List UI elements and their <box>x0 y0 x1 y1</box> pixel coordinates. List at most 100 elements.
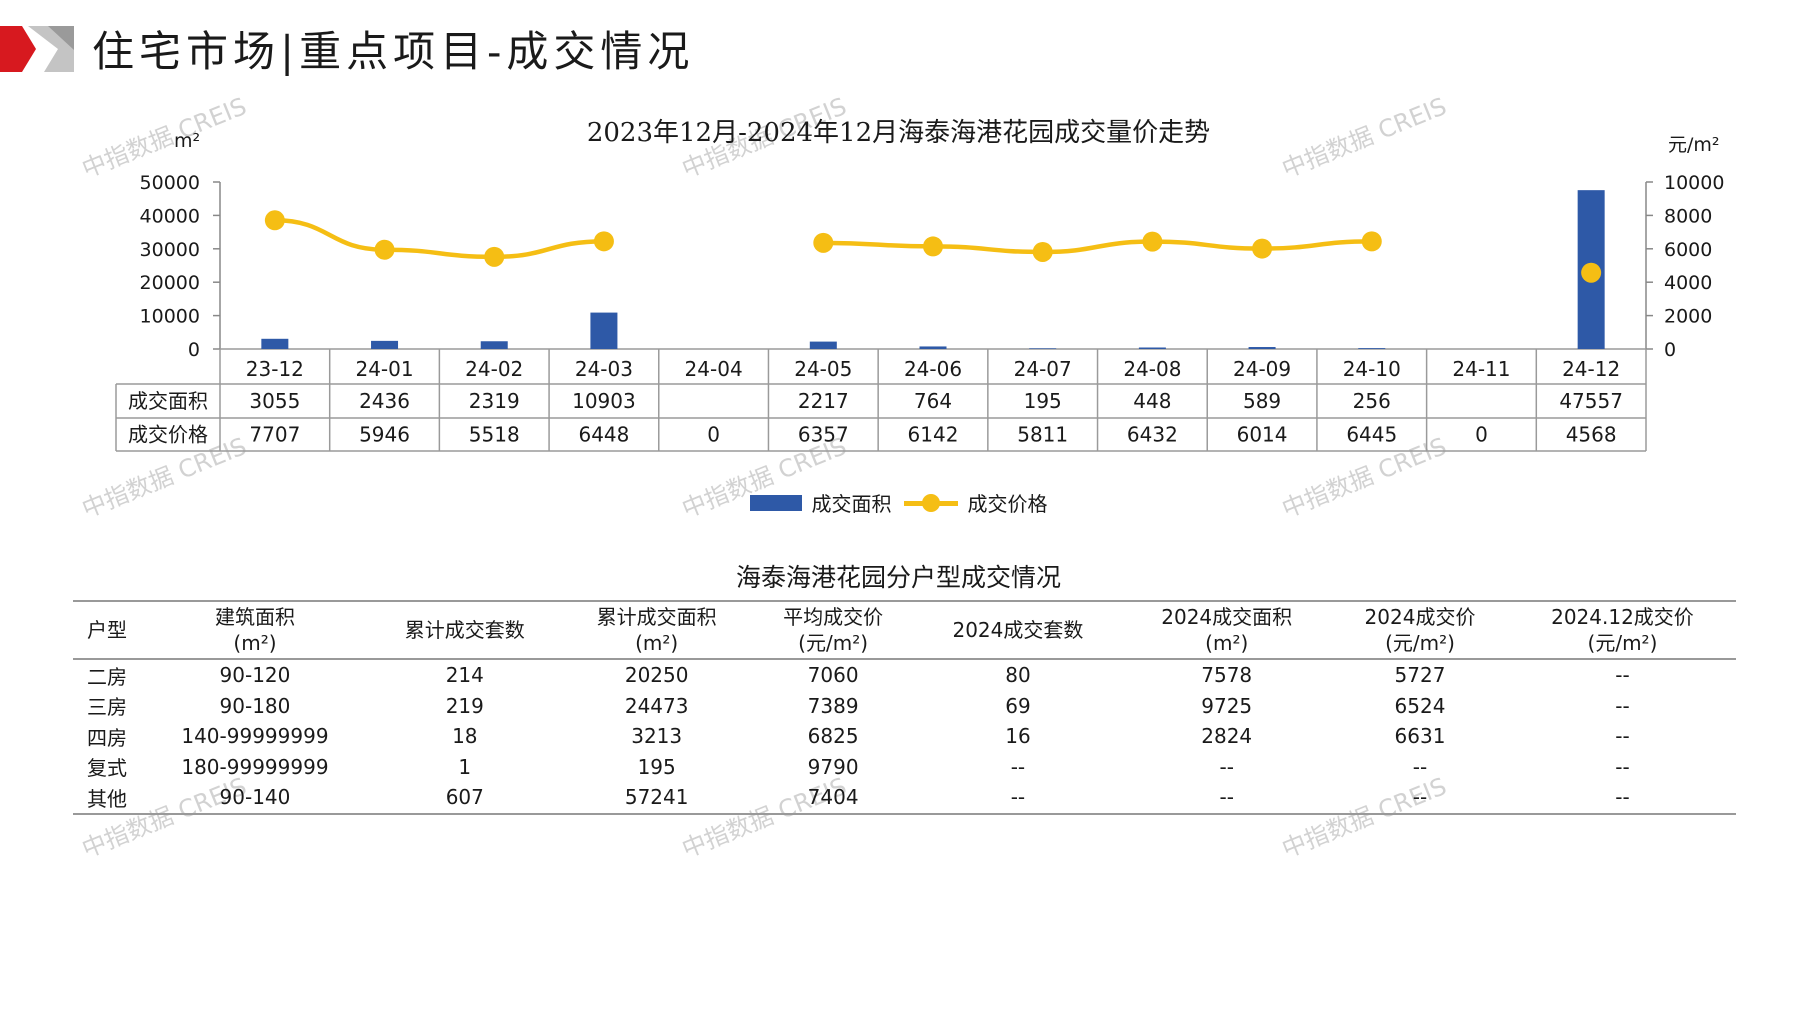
x-tick-label: 24-01 <box>355 357 413 381</box>
table-header-cell: 2024成交价 (元/m²) <box>1331 601 1509 659</box>
table-cell: 195 <box>637 754 676 779</box>
y-tick-label-right: 8000 <box>1664 205 1712 227</box>
table-cell: -- <box>1412 785 1428 810</box>
price-point <box>374 239 395 260</box>
data-label-price: 0 <box>1475 423 1488 447</box>
header-unit: (m²) <box>1205 631 1249 655</box>
table-cell: 1 <box>458 754 472 779</box>
y-tick-label-left: 50000 <box>140 172 200 194</box>
price-point <box>484 246 505 267</box>
header-label: 累计成交面积 <box>596 605 717 629</box>
table-row: 二房 90-120 214 20250 7060 80 7578 5727 -- <box>73 659 1736 691</box>
data-label-area: 2319 <box>469 389 520 413</box>
x-tick-label: 24-08 <box>1123 357 1181 381</box>
table-cell: -- <box>1615 754 1630 779</box>
x-tick-label: 24-06 <box>904 357 962 381</box>
table-header-cell: 累计成交套数 <box>369 601 561 659</box>
bar-area <box>809 341 837 349</box>
y-tick-label-left: 0 <box>188 339 200 361</box>
price-point <box>813 232 834 253</box>
table-cell: 57241 <box>624 785 689 810</box>
unit-type-table: 户型 建筑面积 (m²) 累计成交套数 累计成交面积 (m²) 平均成交价 (元/m²) 202… <box>73 600 1736 815</box>
table-header-cell: 2024.12成交价 (元/m²) <box>1509 601 1736 659</box>
table-cell: 90-140 <box>219 785 291 810</box>
table-cell: 7578 <box>1201 663 1253 688</box>
chart-legend: 成交面积 成交价格 <box>0 488 1797 517</box>
table-row: 其他 90-140 607 57241 7404 -- -- -- -- <box>73 782 1736 814</box>
data-label-price: 5518 <box>469 423 520 447</box>
legend-label-price: 成交价格 <box>967 492 1048 516</box>
table-cell: 90-180 <box>219 693 291 718</box>
data-label-price: 5946 <box>359 423 410 447</box>
table-header-cell: 户型 <box>73 601 141 659</box>
bar-area <box>261 338 289 349</box>
bar-area <box>1248 347 1276 349</box>
table-cell: -- <box>1219 754 1234 779</box>
table-cell: 16 <box>1005 724 1031 749</box>
table-cell: 四房 <box>87 725 128 750</box>
table-cell: 6825 <box>807 724 859 749</box>
x-tick-label: 24-10 <box>1343 357 1401 381</box>
table-row-header-area: 成交面积 <box>128 389 208 413</box>
table-cell: 607 <box>445 785 484 810</box>
table-row-header-price: 成交价格 <box>128 423 208 447</box>
header-label: 2024成交面积 <box>1161 605 1293 629</box>
left-axis-unit: m² <box>174 130 201 152</box>
table-cell: -- <box>1010 754 1026 779</box>
y-tick-label-left: 40000 <box>140 205 200 227</box>
header-label: 平均成交价 <box>783 605 884 629</box>
data-label-price: 6142 <box>908 423 959 447</box>
y-tick-label-right: 2000 <box>1664 306 1712 328</box>
data-label-price: 7707 <box>249 423 300 447</box>
header-unit: (元/m²) <box>798 631 869 655</box>
data-label-area: 256 <box>1353 389 1391 413</box>
data-label-price: 6432 <box>1127 423 1178 447</box>
table-title: 海泰海港花园分户型成交情况 <box>735 563 1061 592</box>
table-cell: -- <box>1615 663 1630 688</box>
table-cell: 24473 <box>624 693 689 718</box>
bar-area <box>480 341 508 349</box>
table-cell: 219 <box>445 693 484 718</box>
bar-area <box>1138 347 1166 349</box>
x-tick-label: 24-07 <box>1014 357 1072 381</box>
x-tick-label: 24-04 <box>685 357 743 381</box>
data-label-price: 0 <box>707 423 720 447</box>
table-cell: 180-99999999 <box>181 754 329 779</box>
header-label: 累计成交套数 <box>404 618 525 642</box>
table-cell: 二房 <box>87 664 128 689</box>
table-cell: -- <box>1615 785 1630 810</box>
data-label-area: 764 <box>914 389 952 413</box>
data-label-area: 47557 <box>1559 389 1623 413</box>
table-cell: 90-120 <box>219 663 291 688</box>
y-tick-label-right: 4000 <box>1664 272 1712 294</box>
table-header-cell: 建筑面积 (m²) <box>141 601 369 659</box>
price-point <box>1361 231 1382 252</box>
x-tick-label: 24-03 <box>575 357 633 381</box>
table-cell: 5727 <box>1394 663 1446 688</box>
table-cell: 2824 <box>1201 724 1253 749</box>
table-cell: 7404 <box>807 785 859 810</box>
brand-logo <box>0 26 74 72</box>
table-cell: 140-99999999 <box>181 724 329 749</box>
y-tick-label-right: 0 <box>1664 339 1676 361</box>
price-point <box>1142 231 1163 252</box>
table-header-cell: 累计成交面积 (m²) <box>561 601 753 659</box>
table-cell: 7060 <box>807 663 859 688</box>
right-axis-unit: 元/m² <box>1668 134 1720 156</box>
table-header-row: 户型 建筑面积 (m²) 累计成交套数 累计成交面积 (m²) 平均成交价 (元/m²) 202… <box>73 601 1736 659</box>
y-tick-label-left: 20000 <box>140 272 200 294</box>
data-label-price: 6445 <box>1346 423 1397 447</box>
header-label: 2024.12成交价 <box>1551 605 1694 629</box>
legend-label-area: 成交面积 <box>811 492 892 516</box>
price-point <box>1032 241 1053 262</box>
y-tick-label-right: 6000 <box>1664 239 1712 261</box>
data-label-area: 2436 <box>359 389 410 413</box>
chart-title: 2023年12月-2024年12月海泰海港花园成交量价走势 <box>586 118 1211 148</box>
bar-area <box>1029 348 1057 349</box>
logo-dark-shape <box>48 26 74 50</box>
x-tick-label: 24-05 <box>794 357 852 381</box>
price-line <box>823 239 1372 255</box>
table-header-cell: 2024成交面积 (m²) <box>1122 601 1331 659</box>
table-cell: 3213 <box>631 724 683 749</box>
table-cell: -- <box>1010 785 1026 810</box>
